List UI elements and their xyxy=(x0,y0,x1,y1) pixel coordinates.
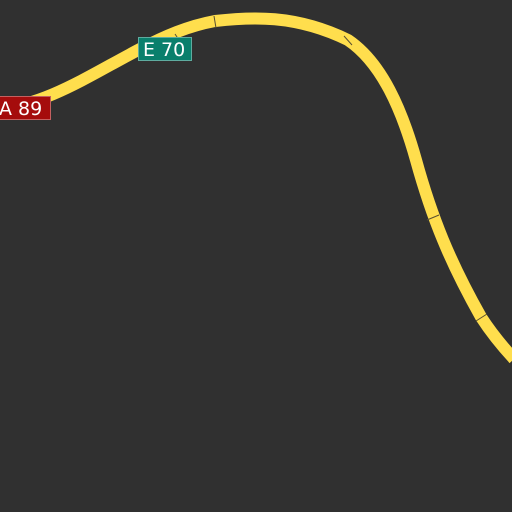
route-shield-e70[interactable]: E 70 xyxy=(138,37,192,61)
road-segment-divider xyxy=(426,214,440,221)
road-segment-divider xyxy=(213,15,217,29)
route-shield-a89[interactable]: A 89 xyxy=(0,96,51,120)
road-segment-divider xyxy=(343,35,353,46)
motorway-road xyxy=(0,12,512,364)
road-segment-divider xyxy=(475,313,488,322)
